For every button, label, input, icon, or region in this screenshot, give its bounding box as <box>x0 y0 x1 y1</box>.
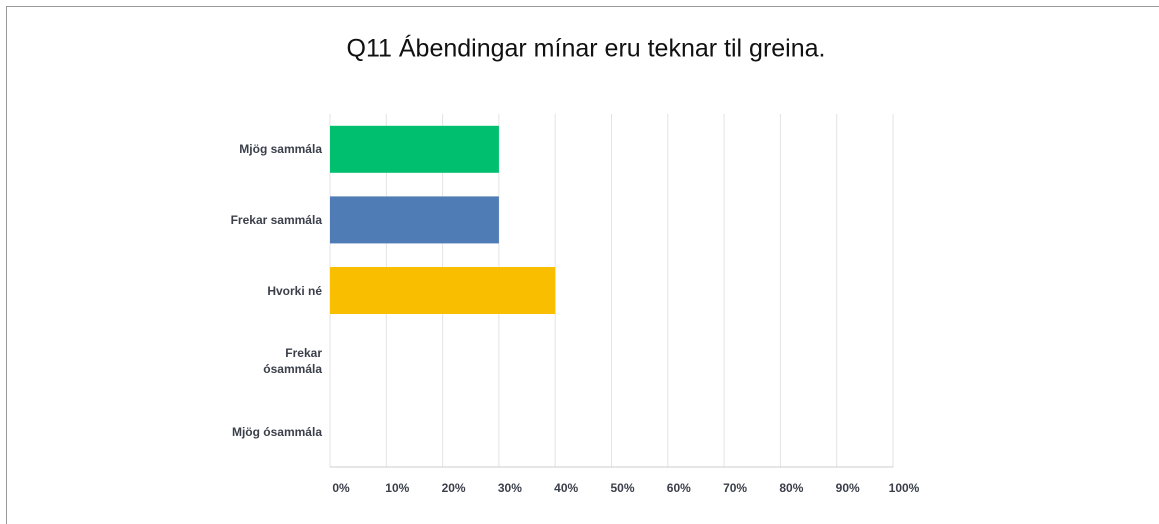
x-tick-label: 40% <box>554 481 578 495</box>
y-tick-label: Frekar ósammála <box>263 346 322 377</box>
bar <box>330 267 556 314</box>
y-tick-label: Mjög ósammála <box>231 424 322 439</box>
y-tick-label: Frekar sammála <box>230 212 322 227</box>
bar <box>330 125 499 173</box>
x-tick-label: 20% <box>442 481 466 495</box>
x-tick-label: 80% <box>779 481 803 495</box>
x-tick-label: 100% <box>889 481 920 495</box>
x-tick-label: 90% <box>836 481 860 495</box>
x-tick-label: 10% <box>385 481 409 495</box>
x-tick-label: 50% <box>610 481 634 495</box>
x-tick-label: 0% <box>332 481 350 495</box>
bar <box>330 196 499 244</box>
chart-title: Q11 Ábendingar mínar eru teknar til grei… <box>347 34 826 63</box>
frame <box>6 6 1159 524</box>
x-tick-label: 30% <box>498 481 522 495</box>
y-tick-label: Hvorki né <box>267 283 322 298</box>
y-tick-label: Mjög sammála <box>239 142 322 157</box>
x-tick-label: 70% <box>723 481 747 495</box>
x-tick-label: 60% <box>667 481 691 495</box>
